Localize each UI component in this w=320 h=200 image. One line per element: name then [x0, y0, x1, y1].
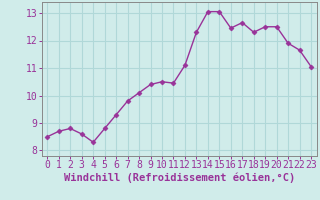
X-axis label: Windchill (Refroidissement éolien,°C): Windchill (Refroidissement éolien,°C)	[64, 173, 295, 183]
